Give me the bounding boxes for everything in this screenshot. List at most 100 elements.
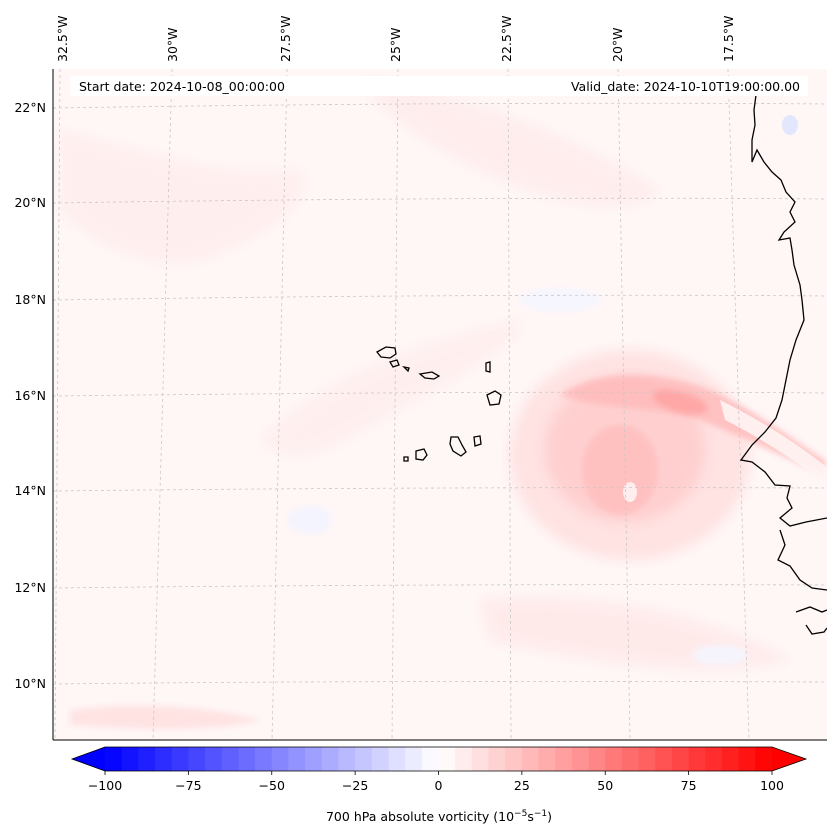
colorbar-segment <box>338 747 356 771</box>
coastline-mauritania-senegal <box>739 94 827 527</box>
colorbar-segment <box>538 747 556 771</box>
colorbar-segment <box>405 747 423 771</box>
colorbar-segment <box>455 747 473 771</box>
lat-label: 22°N <box>14 100 46 115</box>
negative-vorticity-patch-4 <box>692 645 748 665</box>
colorbar: −100 −75 −50 −25 0 25 50 75 100 700 hPa absolute… <box>70 746 808 824</box>
colorbar-segment <box>555 747 573 771</box>
vortex-spiral-arm <box>560 374 825 475</box>
lat-label: 14°N <box>14 483 46 498</box>
valid-date-label: Valid_date: 2024-10-10T19:00:00.00 <box>571 79 800 94</box>
colorbar-segment <box>605 747 623 771</box>
island-boa-vista <box>486 390 502 406</box>
coastline-guinea-islands <box>805 624 827 635</box>
cape-verde-islands <box>376 346 502 462</box>
colorbar-tick-label: −75 <box>175 778 201 793</box>
vortex-inner-ring <box>582 425 658 515</box>
lon-label: 20°W <box>610 27 625 62</box>
colorbar-segment <box>471 747 490 771</box>
negative-vorticity-patch-2 <box>520 288 600 312</box>
colorbar-tick-label: −25 <box>342 778 368 793</box>
colorbar-segment <box>438 747 456 771</box>
colorbar-segment <box>721 747 740 771</box>
map-panel <box>53 69 827 740</box>
colorbar-segment <box>738 747 756 771</box>
colorbar-segment <box>221 747 240 771</box>
colorbar-segment <box>671 747 690 771</box>
colorbar-segment <box>621 747 640 771</box>
colorbar-segment <box>321 747 340 771</box>
lon-label: 27.5°W <box>278 16 293 62</box>
negative-vorticity-patch-3 <box>782 115 798 135</box>
vorticity-band-diagonal <box>260 320 521 455</box>
vortex-outflow-arm <box>720 400 827 483</box>
colorbar-segment <box>588 747 606 771</box>
island-sao-vicente <box>389 359 400 368</box>
lat-label: 20°N <box>14 195 46 210</box>
lon-label: 32.5°W <box>55 16 70 62</box>
colorbar-segment <box>505 747 523 771</box>
colorbar-extend-low <box>72 747 105 771</box>
lat-label: 18°N <box>14 292 46 307</box>
colorbar-tick-label: 25 <box>514 778 530 793</box>
coastline-guinea <box>795 606 827 613</box>
vortex-core <box>652 389 708 415</box>
colorbar-extend-high <box>772 747 806 771</box>
colorbar-segments <box>105 747 773 771</box>
colorbar-segment <box>388 747 406 771</box>
date-banner <box>70 76 808 96</box>
lon-label: 17.5°W <box>721 16 736 62</box>
island-santo-antao <box>376 346 397 359</box>
colorbar-segment <box>755 747 773 771</box>
colorbar-segment <box>288 747 306 771</box>
lon-label: 22.5°W <box>499 16 514 62</box>
lon-label: 25°W <box>388 27 403 62</box>
negative-vorticity-patch-1 <box>288 506 332 534</box>
vortex-eye <box>623 482 637 502</box>
colorbar-segment <box>355 747 373 771</box>
colorbar-segment <box>271 747 290 771</box>
colorbar-segment <box>121 747 139 771</box>
island-sal <box>485 361 491 373</box>
latitude-labels: 22°N 20°N 18°N 16°N 14°N 12°N 10°N <box>14 100 46 691</box>
vorticity-field <box>60 80 827 729</box>
island-fogo <box>415 448 428 461</box>
lat-label: 10°N <box>14 676 46 691</box>
island-brava <box>403 456 409 462</box>
vorticity-band-bottom <box>70 705 260 729</box>
island-maio <box>473 435 482 447</box>
colorbar-segment <box>571 747 590 771</box>
colorbar-tick-label: −100 <box>88 778 122 793</box>
colorbar-segment <box>655 747 673 771</box>
lon-label: 30°W <box>165 27 180 62</box>
colorbar-segment <box>521 747 540 771</box>
graticule <box>53 69 827 740</box>
colorbar-segment <box>155 747 173 771</box>
colorbar-tick-label: −50 <box>259 778 285 793</box>
longitude-labels: 32.5°W 30°W 27.5°W 25°W 22.5°W 20°W 17.5… <box>55 16 736 62</box>
colorbar-segment <box>238 747 256 771</box>
colorbar-segment <box>205 747 223 771</box>
colorbar-segment <box>105 747 123 771</box>
vorticity-band-north <box>360 80 660 206</box>
colorbar-tick-label: 100 <box>760 778 784 793</box>
island-sao-nicolau <box>418 371 441 380</box>
lat-label: 16°N <box>14 388 46 403</box>
africa-coastline <box>739 94 827 635</box>
colorbar-segment <box>705 747 723 771</box>
colorbar-segment <box>421 747 440 771</box>
lat-label: 12°N <box>14 580 46 595</box>
colorbar-segment <box>255 747 273 771</box>
island-santa-luzia <box>402 365 410 373</box>
colorbar-segment <box>171 747 189 771</box>
coastline-gambia-guinea-bissau <box>777 529 827 591</box>
vorticity-band-north-west <box>60 130 304 262</box>
colorbar-tick-label: 50 <box>597 778 613 793</box>
island-santiago <box>449 436 467 457</box>
colorbar-tick-label: 0 <box>435 778 443 793</box>
colorbar-segment <box>638 747 656 771</box>
colorbar-segment <box>488 747 506 771</box>
colorbar-ticks: −100 −75 −50 −25 0 25 50 75 100 <box>88 771 784 793</box>
colorbar-segment <box>138 747 156 771</box>
